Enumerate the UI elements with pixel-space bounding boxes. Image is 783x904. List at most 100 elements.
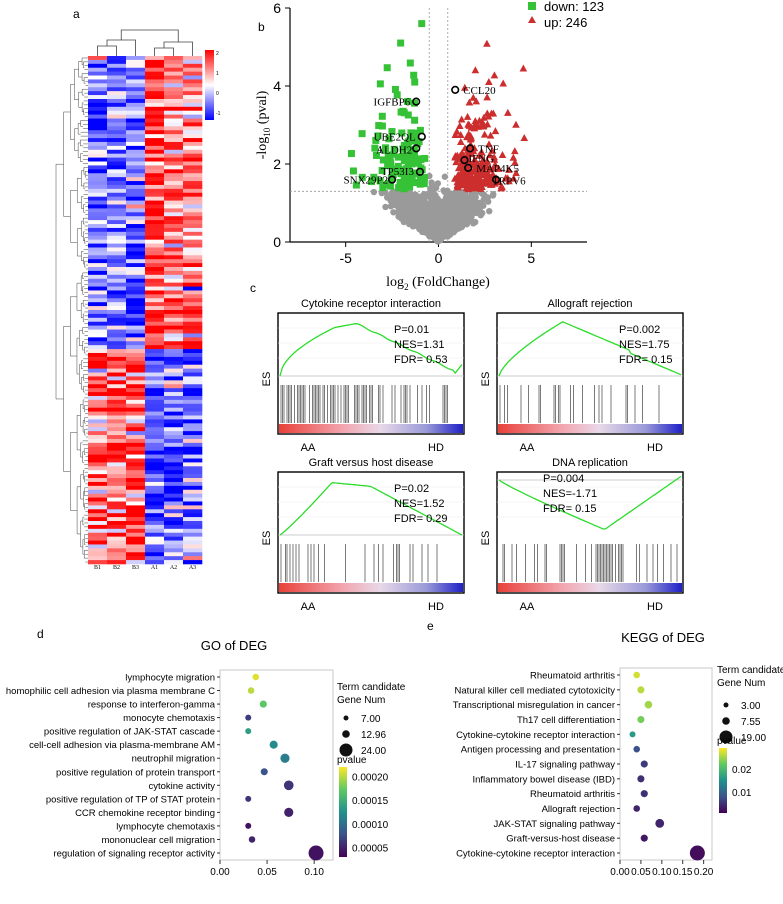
heatmap-cell — [126, 419, 146, 424]
heatmap-cell — [164, 91, 184, 96]
heatmap-cell — [88, 306, 108, 311]
heatmap-cell — [107, 294, 127, 299]
heatmap-cell — [183, 403, 203, 408]
heatmap-cell — [107, 251, 127, 256]
heatmap-cell — [145, 235, 165, 240]
heatmap-cell — [107, 388, 127, 393]
ns-point — [450, 223, 457, 231]
heatmap-cell — [183, 415, 203, 420]
heatmap-cell — [88, 149, 108, 154]
heatmap-cell — [183, 145, 203, 151]
heatmap-cell — [145, 263, 165, 268]
down-point — [416, 180, 424, 188]
heatmap-cell — [126, 372, 146, 377]
heatmap-cell — [164, 153, 184, 158]
heatmap-cell — [164, 231, 184, 237]
heatmap-cell — [126, 513, 146, 518]
heatmap-cell — [126, 349, 146, 354]
heatmap-cell — [145, 458, 165, 463]
heatmap-cell — [126, 536, 146, 541]
heatmap-cell — [183, 169, 203, 174]
heatmap-cell — [145, 79, 165, 84]
heatmap-cell — [107, 270, 127, 276]
heatmap-cell — [145, 415, 165, 420]
down-point — [379, 156, 387, 164]
heatmap-cell — [126, 458, 146, 463]
heatmap-cell — [164, 411, 184, 416]
ns-point — [479, 209, 486, 217]
x-tick-label: 0.05 — [631, 867, 651, 878]
legend-down-marker — [528, 2, 536, 10]
heatmap-cell — [126, 345, 146, 350]
heatmap-cell — [164, 517, 184, 522]
heatmap-cell — [107, 536, 127, 541]
ns-point — [426, 215, 433, 223]
ns-point — [383, 194, 391, 201]
heatmap-cell — [145, 521, 165, 526]
heatmap-cell — [145, 470, 165, 475]
heatmap-cell — [126, 149, 146, 154]
heatmap-cell — [107, 513, 127, 518]
down-point — [370, 173, 378, 181]
heatmap-cell — [107, 345, 127, 350]
heatmap-cell — [164, 259, 184, 264]
x-tick-label: 0 — [435, 250, 443, 266]
heatmap-cell — [164, 376, 184, 381]
heatmap-cell — [88, 118, 108, 123]
heatmap-cell — [145, 122, 165, 127]
heatmap-cell — [88, 462, 108, 467]
heatmap-cell — [107, 98, 127, 104]
down-point — [378, 112, 386, 120]
heatmap-cell — [183, 560, 203, 565]
heatmap-cell — [183, 153, 203, 158]
heatmap-cell — [183, 392, 203, 397]
heatmap-cell — [107, 415, 127, 420]
heatmap-cell — [126, 267, 146, 272]
color-legend-tick: 0.00020 — [352, 772, 389, 783]
ns-point — [394, 194, 402, 201]
heatmap-cell — [183, 67, 203, 72]
heatmap-cell — [164, 157, 184, 162]
heatmap-cell — [164, 302, 184, 307]
ns-point — [452, 216, 460, 223]
category-label: Cytokine-cytokine receptor interaction — [456, 849, 615, 860]
enrichment-dot — [644, 700, 653, 709]
heatmap-cell — [126, 560, 146, 565]
heatmap-cell — [183, 216, 203, 221]
heatmap-cell — [126, 399, 146, 405]
heatmap-cell — [145, 141, 165, 147]
heatmap-cell — [183, 259, 203, 264]
heatmap-cell — [126, 200, 146, 205]
gsea-title: DNA replication — [552, 457, 628, 469]
heatmap-cell — [107, 446, 127, 451]
ns-point — [447, 195, 455, 202]
dot-plot-frame — [219, 669, 334, 861]
up-point — [477, 151, 485, 159]
up-point — [520, 133, 529, 141]
heatmap-cell — [145, 63, 165, 69]
color-legend-tick: 0.00015 — [352, 796, 389, 807]
heatmap-cell — [145, 138, 165, 143]
heatmap-cell — [107, 524, 127, 530]
heatmap-cell — [164, 540, 184, 545]
heatmap-cell — [126, 259, 146, 264]
heatmap-cell — [107, 392, 127, 397]
category-label: Th17 cell differentiation — [517, 715, 615, 726]
heatmap-cell — [126, 106, 146, 112]
heatmap-cell — [183, 274, 203, 280]
heatmap-cell — [145, 544, 165, 549]
panel-a-label: a — [73, 7, 80, 21]
size-legend-dot — [722, 717, 730, 725]
enrichment-dot — [247, 687, 255, 694]
up-point — [481, 174, 490, 182]
heatmap-cell — [145, 98, 165, 104]
heatmap-cell — [88, 243, 108, 248]
heatmap-cell — [107, 384, 127, 389]
heatmap-cell — [126, 161, 146, 166]
heatmap-cell — [126, 270, 146, 276]
heatmap-cell — [145, 102, 165, 108]
up-point — [455, 121, 464, 129]
down-point — [397, 39, 405, 47]
heatmap-cell — [145, 392, 165, 397]
category-label: JAK-STAT signaling pathway — [494, 819, 616, 830]
